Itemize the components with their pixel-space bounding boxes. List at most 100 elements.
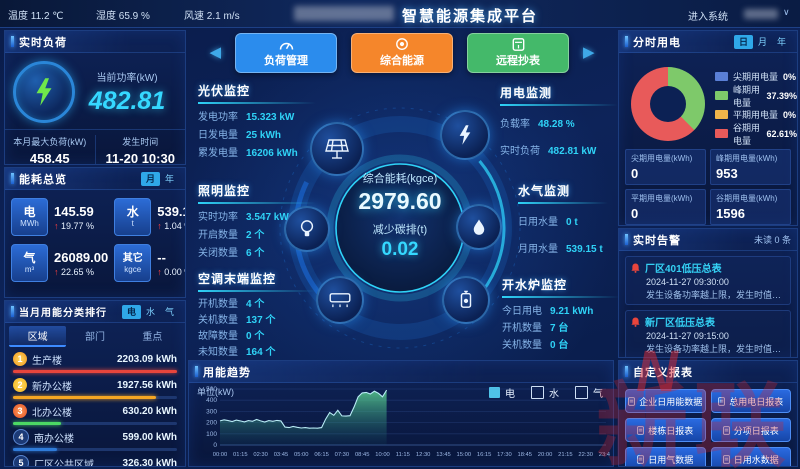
svg-text:07:30: 07:30 xyxy=(335,452,350,458)
trend-legend: 电 水 气 xyxy=(489,385,603,400)
up-arrow-icon: ↑ xyxy=(54,220,59,231)
rank-badge: 3 xyxy=(13,404,27,418)
ranking-row[interactable]: 1 生产楼 2203.09 kWh xyxy=(5,349,185,373)
tou-legend: 尖期用电量 0% 峰期用电量 37.39% 平期用电量 0% 谷期用电量 62.61% xyxy=(715,67,797,146)
subtab-key[interactable]: 重点 xyxy=(142,332,163,343)
panel-title: 能耗总览 xyxy=(19,173,67,186)
current-power-value: 482.81 xyxy=(88,86,166,115)
wind-stat: 风速 2.1 m/s xyxy=(184,11,240,22)
svg-text:17:30: 17:30 xyxy=(497,452,512,458)
report-subitem-daily[interactable]: 分项日报表 xyxy=(710,418,791,442)
carousel-right-icon[interactable]: ▶ xyxy=(583,44,595,61)
light-bulb-icon xyxy=(284,206,330,252)
tab-gas[interactable]: 气 xyxy=(164,306,174,317)
svg-text:06:15: 06:15 xyxy=(314,452,329,458)
title-accent xyxy=(625,366,628,377)
svg-text:16:15: 16:15 xyxy=(477,452,492,458)
air-conditioner-icon xyxy=(316,276,364,324)
document-icon xyxy=(722,425,730,435)
lightning-badge-icon xyxy=(13,61,75,123)
top-bar: 温度 11.2 ℃ 湿度 65.9 % 风速 2.1 m/s 智慧能源集成平台 … xyxy=(0,0,800,28)
page-title: 智慧能源集成平台 xyxy=(402,8,539,25)
occur-time-stat: 发生时间 11-20 10:30 xyxy=(94,135,186,164)
chevron-down-icon[interactable]: ∨ xyxy=(783,7,790,17)
tab-water[interactable]: 水 xyxy=(145,306,155,317)
legend-gas[interactable]: 气 xyxy=(575,385,603,400)
alert-item[interactable]: 新厂区低压总表 2024-11-27 09:15:00 发生设备功率越上限，发生… xyxy=(625,310,791,357)
report-building-daily[interactable]: 楼栋日报表 xyxy=(625,418,706,442)
svg-text:13:45: 13:45 xyxy=(436,452,451,458)
svg-text:12:30: 12:30 xyxy=(416,452,431,458)
legend-electric[interactable]: 电 xyxy=(489,385,515,400)
ranking-row[interactable]: 4 南办公楼 599.00 kWh xyxy=(5,427,185,451)
title-accent xyxy=(11,306,14,317)
svg-text:05:00: 05:00 xyxy=(294,452,309,458)
subtab-region[interactable]: 区域 xyxy=(9,326,67,347)
toggle-day[interactable]: 日 xyxy=(734,34,753,49)
report-total-power-daily[interactable]: 总用电日报表 xyxy=(710,389,791,413)
title-accent xyxy=(625,234,628,245)
title-accent xyxy=(625,36,628,47)
panel-custom-reports: 自定义报表 企业日用能数据 总用电日报表 楼栋日报表 分项日报表 日用气数据 日… xyxy=(618,360,798,467)
panel-title: 当月用能分类排行 xyxy=(19,308,107,319)
svg-text:200: 200 xyxy=(206,420,217,427)
report-daily-water[interactable]: 日用水数据 xyxy=(710,447,791,466)
report-daily-gas[interactable]: 日用气数据 xyxy=(625,447,706,466)
panel-realtime-load: 实时负荷 当前功率(kW) 482.81 本月最大负荷(kW) 458.45 发… xyxy=(4,30,186,165)
rank-badge: 4 xyxy=(13,429,29,445)
unread-badge: 未读 0 条 xyxy=(753,235,791,245)
subtab-department[interactable]: 部门 xyxy=(84,332,105,343)
toggle-month[interactable]: 月 xyxy=(141,171,160,186)
svg-text:10:00: 10:00 xyxy=(375,452,390,458)
svg-text:22:30: 22:30 xyxy=(578,452,593,458)
carousel-left-icon[interactable]: ◀ xyxy=(209,44,221,61)
svg-text:11:15: 11:15 xyxy=(396,452,410,458)
toggle-year[interactable]: 年 xyxy=(776,36,786,47)
title-accent xyxy=(11,173,14,184)
username-blurred[interactable] xyxy=(744,9,778,19)
title-accent xyxy=(195,366,198,377)
water-drop-icon xyxy=(456,204,502,250)
svg-text:400: 400 xyxy=(206,397,217,404)
lightning-icon xyxy=(36,78,52,106)
electric-bolt-icon xyxy=(440,110,490,160)
svg-text:300: 300 xyxy=(206,408,217,415)
report-enterprise-daily-energy[interactable]: 企业日用能数据 xyxy=(625,389,706,413)
nav-integrated-energy[interactable]: 综合能源 xyxy=(351,33,453,73)
nav-remote-meter[interactable]: 远程抄表 xyxy=(467,33,569,73)
ranking-row[interactable]: 3 北办公楼 630.20 kWh xyxy=(5,401,185,425)
alarm-bell-icon xyxy=(631,317,640,327)
nav-load-management[interactable]: 负荷管理 xyxy=(235,33,337,73)
panel-title: 用能趋势 xyxy=(203,366,251,379)
y-axis-unit-label: 单位(kW) xyxy=(197,387,234,397)
tab-electric[interactable]: 电 xyxy=(122,304,141,319)
tou-stats: 尖期用电量(kWh) 0 峰期用电量(kWh) 953 平期用电量(kWh) 0 谷期… xyxy=(625,149,791,225)
enter-system-link[interactable]: 进入系统 xyxy=(688,12,728,23)
ranking-row[interactable]: 5 厂区公共区域 326.30 kWh xyxy=(5,453,185,466)
svg-text:08:45: 08:45 xyxy=(355,452,370,458)
svg-text:15:00: 15:00 xyxy=(457,452,472,458)
max-load-stat: 本月最大负荷(kW) 458.45 xyxy=(13,137,87,165)
ranking-row[interactable]: 2 新办公楼 1927.56 kWh xyxy=(5,375,185,399)
boiler-monitor-group: 开水炉监控 今日用电 9.21 kWh 开机数量 7 台 关机数量 0 台 xyxy=(502,276,620,354)
center-monitor-stage: 综合能耗(kgce) 2979.60 减少碳排(t) 0.02 xyxy=(188,78,620,358)
toggle-month[interactable]: 月 xyxy=(757,36,767,47)
toggle-year[interactable]: 年 xyxy=(164,173,174,184)
lighting-monitor-group: 照明监控 实时功率 3.547 kW 开启数量 2 个 关闭数量 6 个 xyxy=(198,182,316,263)
up-arrow-icon: ↑ xyxy=(157,266,162,277)
total-energy-label: 综合能耗(kgce) xyxy=(362,173,438,185)
svg-text:23:45: 23:45 xyxy=(599,452,610,458)
pv-monitor-group: 光伏监控 发电功率 15.323 kW 日发电量 25 kWh 累发电量 16206 … xyxy=(198,82,316,163)
svg-text:500: 500 xyxy=(206,386,217,393)
legend-water[interactable]: 水 xyxy=(531,385,559,400)
panel-title: 实时告警 xyxy=(633,234,681,247)
total-energy-value: 2979.60 xyxy=(358,188,442,214)
panel-title: 自定义报表 xyxy=(633,366,693,379)
alert-item[interactable]: 厂区401低压总表 2024-11-27 09:30:00 发生设备功率越上限，… xyxy=(625,256,791,305)
current-power-label: 当前功率(kW) xyxy=(96,72,158,84)
svg-text:100: 100 xyxy=(206,431,217,438)
svg-text:20:00: 20:00 xyxy=(538,452,553,458)
panel-time-of-use: 分时用电 日 月 年 尖期用电量 0% 峰期用电量 37.39% 平期用电量 0% 谷… xyxy=(618,30,798,226)
